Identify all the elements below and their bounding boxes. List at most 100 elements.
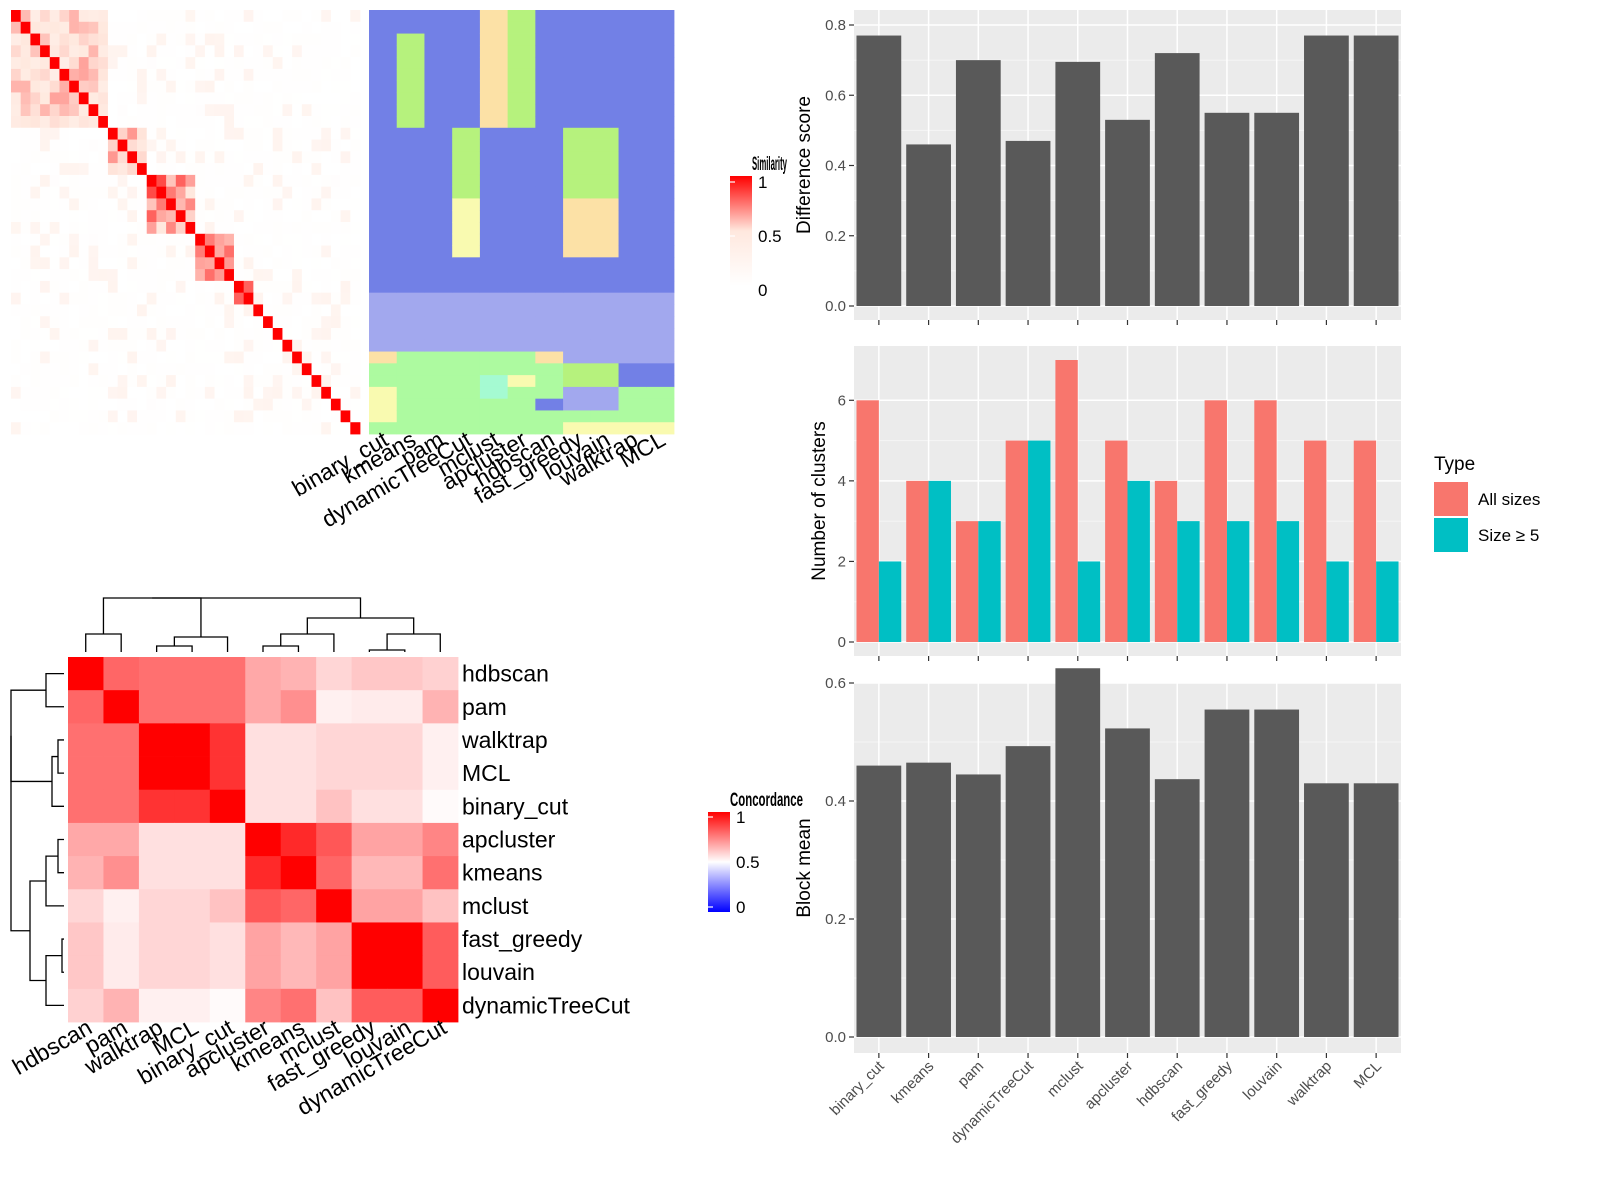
similarity-cell — [166, 68, 177, 82]
similarity-cell — [107, 304, 119, 317]
concordance-cell — [209, 988, 246, 1023]
similarity-cell — [20, 210, 31, 223]
concordance-cell — [174, 789, 211, 824]
similarity-cell — [224, 57, 235, 70]
similarity-cell — [69, 151, 80, 164]
concordance-cell — [422, 789, 459, 824]
similarity-cell — [224, 351, 235, 364]
similarity-cell — [78, 104, 89, 117]
cluster-cell — [618, 186, 647, 199]
similarity-color-bar — [730, 176, 752, 286]
similarity-cell — [330, 33, 342, 46]
similarity-cell — [49, 116, 60, 129]
similarity-cell — [98, 339, 109, 352]
cluster-cell — [479, 398, 509, 411]
similarity-cell — [88, 316, 99, 329]
cluster-cell — [590, 292, 619, 305]
cluster-cell — [563, 339, 592, 352]
concordance-row-label: binary_cut — [462, 793, 569, 819]
similarity-cell — [301, 269, 312, 282]
similarity-cell — [49, 104, 60, 117]
cluster-cell — [535, 398, 564, 411]
similarity-cell — [321, 292, 332, 305]
similarity-cell — [233, 139, 245, 152]
similarity-cell — [146, 328, 157, 341]
similarity-cell — [137, 233, 148, 246]
similarity-cell — [263, 10, 274, 23]
similarity-cell — [301, 316, 312, 329]
similarity-cell — [127, 351, 138, 364]
similarity-cell — [214, 292, 225, 305]
similarity-cell — [321, 257, 332, 270]
similarity-cell — [272, 210, 283, 223]
cluster-cell — [535, 163, 564, 176]
cluster-cell — [507, 269, 536, 282]
cluster-cell — [424, 163, 453, 176]
similarity-cell — [98, 127, 109, 140]
similarity-cell — [233, 33, 245, 46]
concordance-cell — [103, 955, 140, 990]
bar — [1055, 61, 1101, 306]
similarity-cell — [330, 339, 342, 352]
similarity-cell — [59, 80, 70, 93]
similarity-cell — [214, 104, 225, 117]
similarity-cell — [195, 116, 206, 129]
similarity-cell — [69, 304, 80, 317]
cluster-cell — [396, 386, 425, 400]
similarity-cell — [146, 116, 157, 129]
similarity-cell — [321, 57, 332, 70]
similarity-cell — [224, 304, 235, 317]
similarity-cell — [282, 245, 293, 258]
cluster-cell — [479, 210, 509, 223]
concordance-cell — [351, 889, 388, 923]
similarity-cell — [175, 292, 186, 305]
cluster-cell — [618, 280, 647, 294]
similarity-cell — [195, 33, 206, 46]
similarity-cell — [282, 21, 293, 34]
similarity-cell — [233, 422, 245, 435]
similarity-cell — [253, 151, 264, 164]
similarity-cell — [243, 339, 254, 352]
similarity-cell — [40, 21, 51, 34]
similarity-cell — [311, 68, 322, 82]
similarity-cell — [272, 328, 283, 341]
similarity-cell — [166, 57, 177, 70]
cluster-cell — [396, 92, 425, 105]
similarity-cell — [69, 92, 80, 105]
y-tick-label: 0.6 — [825, 675, 846, 692]
legend-swatch — [1434, 518, 1468, 552]
similarity-cell — [59, 233, 70, 246]
cluster-cell — [396, 422, 425, 435]
concordance-cell — [316, 723, 353, 757]
similarity-cell — [88, 10, 99, 23]
cluster-cell — [396, 245, 425, 258]
similarity-cell — [175, 10, 186, 23]
similarity-cell — [20, 269, 31, 282]
similarity-cell — [30, 257, 41, 270]
similarity-cell — [127, 280, 138, 294]
cluster-cell — [452, 280, 481, 294]
similarity-cell — [69, 198, 80, 211]
similarity-cell — [224, 116, 235, 129]
similarity-cell — [20, 222, 31, 235]
cluster-cell — [507, 222, 536, 235]
cluster-cell — [535, 57, 564, 70]
concordance-cell — [280, 822, 317, 857]
similarity-cell — [321, 375, 332, 388]
similarity-cell — [166, 363, 177, 376]
similarity-cell — [292, 292, 303, 305]
concordance-cell — [245, 657, 282, 691]
concordance-cell — [138, 822, 175, 857]
similarity-cell — [20, 339, 31, 352]
similarity-cell — [292, 45, 303, 58]
similarity-cell — [20, 363, 31, 376]
similarity-cell — [185, 351, 196, 364]
similarity-cell — [311, 92, 322, 105]
similarity-cell — [195, 186, 206, 199]
bar — [1028, 440, 1051, 642]
cluster-cell — [590, 10, 619, 23]
similarity-cell — [88, 292, 99, 305]
bar — [1055, 668, 1101, 1037]
concordance-cell — [68, 922, 104, 957]
similarity-cell — [98, 174, 109, 188]
